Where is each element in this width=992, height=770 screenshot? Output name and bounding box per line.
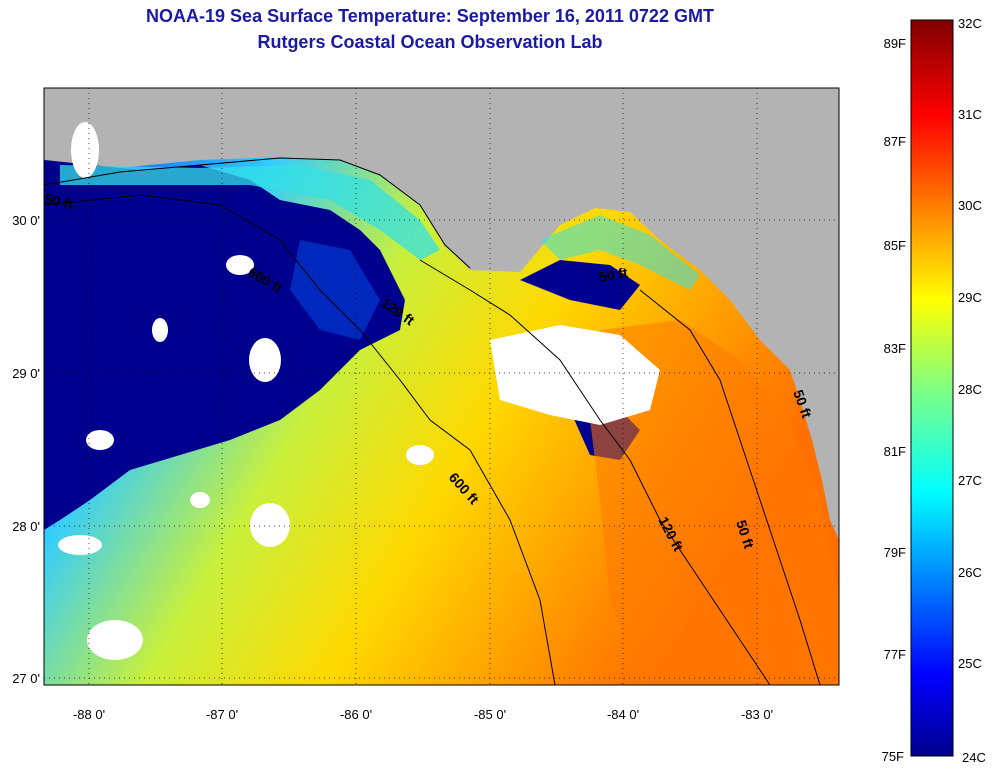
- celsius-label: 26C: [958, 565, 982, 580]
- contour-label: 50 ft: [43, 190, 75, 212]
- fahrenheit-label: 75F: [882, 749, 904, 764]
- map-frame: [43, 87, 840, 686]
- colorbar-fahrenheit: 89F 87F 85F 83F 81F 79F 77F 75F: [882, 36, 906, 764]
- longitude-axis: -88 0' -87 0' -86 0' -85 0' -84 0' -83 0…: [73, 707, 773, 722]
- latitude-label: 30 0': [12, 213, 40, 228]
- longitude-label: -86 0': [340, 707, 372, 722]
- longitude-label: -88 0': [73, 707, 105, 722]
- contour-label: 50 ft: [598, 264, 629, 285]
- fahrenheit-label: 89F: [884, 36, 906, 51]
- bathymetry-contours: [44, 157, 821, 685]
- celsius-label: 29C: [958, 290, 982, 305]
- warm-water: [590, 320, 839, 685]
- fahrenheit-label: 87F: [884, 134, 906, 149]
- colorbar-celsius: 32C 31C 30C 29C 28C 27C 26C 25C 24C: [958, 16, 986, 765]
- coastal-band: [540, 215, 700, 290]
- fahrenheit-label: 83F: [884, 341, 906, 356]
- celsius-label: 24C: [962, 750, 986, 765]
- longitude-label: -83 0': [741, 707, 773, 722]
- longitude-label: -84 0': [607, 707, 639, 722]
- cold-water-patch: [520, 260, 640, 310]
- map-subtitle: Rutgers Coastal Ocean Observation Lab: [257, 32, 603, 52]
- cloud-cover: [58, 122, 660, 660]
- fahrenheit-label: 85F: [884, 238, 906, 253]
- latitude-label: 28 0': [12, 519, 40, 534]
- cold-water-patch: [290, 240, 380, 340]
- fahrenheit-label: 79F: [884, 545, 906, 560]
- celsius-label: 32C: [958, 16, 982, 31]
- latitude-label: 27 0': [12, 671, 40, 686]
- fahrenheit-label: 77F: [884, 647, 906, 662]
- celsius-label: 28C: [958, 382, 982, 397]
- celsius-label: 30C: [958, 198, 982, 213]
- celsius-label: 27C: [958, 473, 982, 488]
- fahrenheit-label: 81F: [884, 444, 906, 459]
- latitude-axis: 30 0' 29 0' 28 0' 27 0': [12, 213, 40, 686]
- latitude-label: 29 0': [12, 366, 40, 381]
- colorbar: [910, 19, 954, 757]
- coastal-band: [60, 165, 440, 260]
- celsius-label: 25C: [958, 656, 982, 671]
- longitude-label: -87 0': [206, 707, 238, 722]
- longitude-label: -85 0': [474, 707, 506, 722]
- celsius-label: 31C: [958, 107, 982, 122]
- map-title: NOAA-19 Sea Surface Temperature: Septemb…: [146, 6, 714, 26]
